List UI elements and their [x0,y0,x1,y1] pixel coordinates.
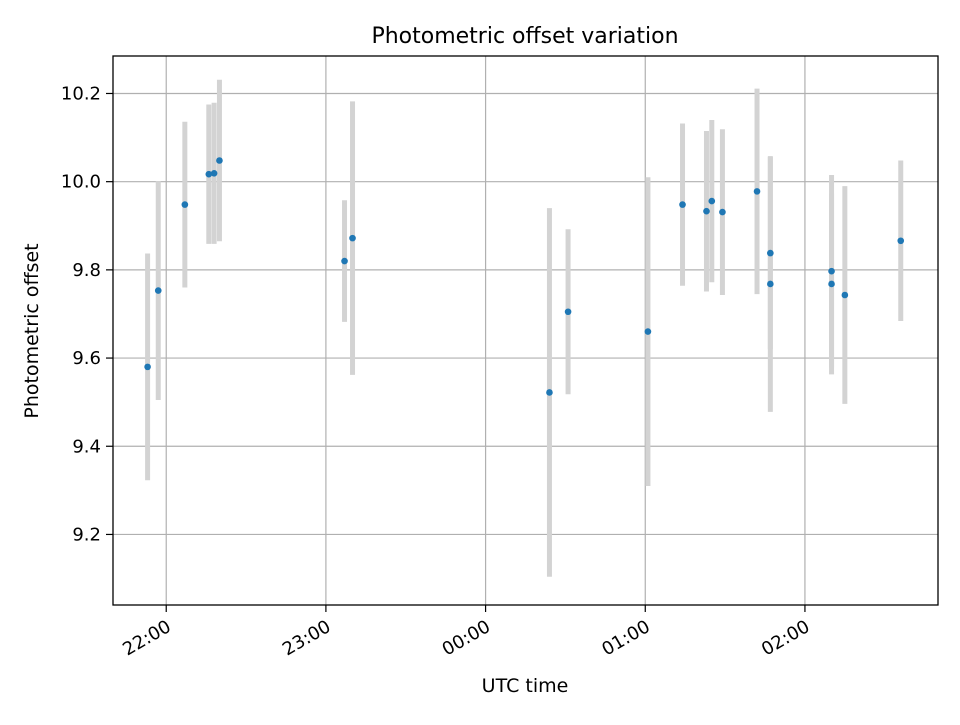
data-point [753,188,761,195]
y-axis-label: Photometric offset [21,243,43,418]
y-tick-label: 9.4 [72,436,101,457]
data-point [564,308,572,316]
data-point [841,291,849,299]
y-tick-label: 10.0 [61,172,101,193]
data-point [897,237,905,245]
data-point [205,170,213,178]
data-point [679,201,686,208]
data-point [154,287,162,294]
plot-area [112,55,939,606]
y-tick-label: 9.8 [72,260,101,281]
y-tick-label: 9.6 [72,348,101,369]
data-point [703,207,710,215]
plot-frame [112,55,939,606]
y-axis: 9.2 9.4 9.6 9.8 10.0 10.2 [61,83,113,545]
data-point [341,257,348,265]
data-point [546,389,553,396]
data-point [181,201,189,208]
y-tick-label: 10.2 [61,83,101,104]
data-point [210,169,218,177]
data-point [767,249,774,257]
x-axis-label: UTC time [482,675,569,697]
data-point [719,208,726,216]
data-points [144,157,905,396]
data-point [828,267,835,275]
data-point [708,197,716,205]
grid-lines [113,56,938,605]
chart-title: Photometric offset variation [371,24,678,49]
data-point [349,234,356,242]
data-point [216,157,223,164]
y-tick-label: 9.2 [72,524,101,545]
data-point [144,363,151,371]
data-point [644,328,652,335]
data-point [767,280,774,288]
data-point [828,280,835,288]
